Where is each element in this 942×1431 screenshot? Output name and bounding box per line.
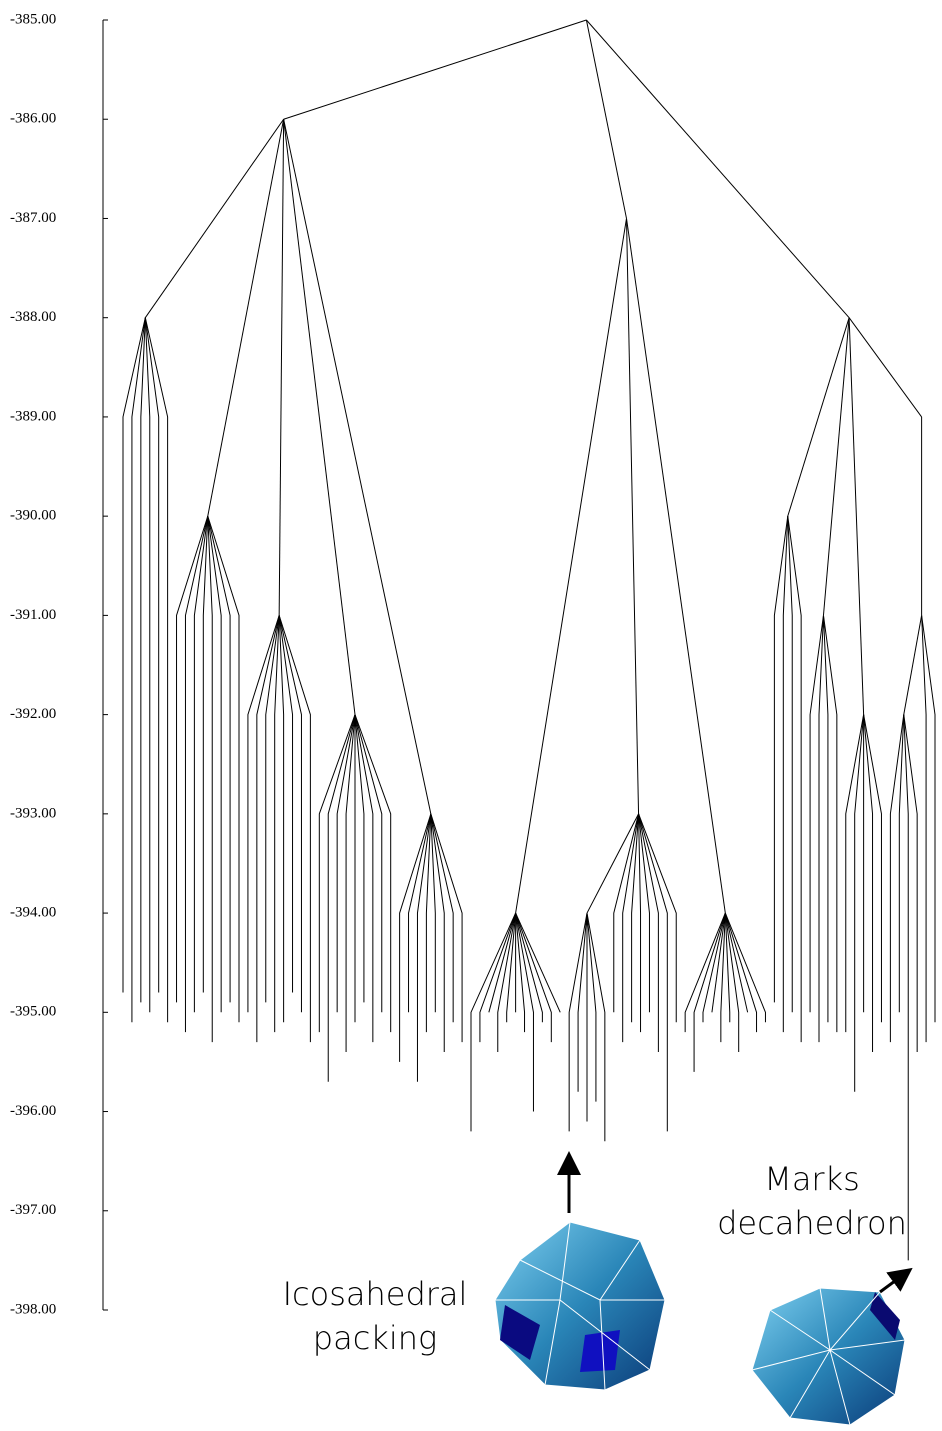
annotation: decahedron (717, 1204, 907, 1242)
branch (284, 20, 587, 119)
cluster-decahedron (752, 1288, 905, 1425)
minimum (819, 615, 823, 1042)
y-tick-label: -393.00 (10, 805, 56, 821)
minimum (346, 715, 355, 1052)
branch (586, 20, 849, 318)
arrow (880, 1275, 903, 1292)
branch (279, 119, 283, 615)
minimum (587, 913, 596, 1102)
annotation: Marks (764, 1160, 860, 1198)
minimum (431, 814, 453, 1022)
y-tick-label: -394.00 (10, 905, 56, 921)
minimum (203, 516, 207, 992)
y-tick-label: -392.00 (10, 706, 56, 722)
y-tick-label: -387.00 (10, 210, 56, 226)
minimum (208, 516, 212, 1042)
annotation: Icosahedral (283, 1275, 468, 1313)
branch (788, 318, 849, 516)
branch (626, 218, 638, 813)
branch (904, 615, 922, 714)
branch (516, 218, 627, 913)
minimum (328, 715, 355, 1082)
branch (823, 318, 849, 616)
minimum (725, 913, 765, 1022)
minimum (632, 814, 639, 1022)
minimum (864, 715, 873, 1052)
minimum (810, 615, 823, 1012)
y-tick-label: -388.00 (10, 309, 56, 325)
y-tick-label: -396.00 (10, 1103, 56, 1119)
minimum (471, 913, 516, 1131)
minimum (703, 913, 725, 1022)
minimum (639, 814, 641, 1032)
cluster-icosahedral (495, 1222, 665, 1390)
minimum (132, 318, 145, 1023)
branch (145, 119, 283, 317)
minimum (855, 715, 864, 1092)
minimum (614, 814, 639, 1012)
y-tick-label: -397.00 (10, 1202, 56, 1218)
y-tick-label: -385.00 (10, 11, 56, 27)
y-tick-label: -395.00 (10, 1004, 56, 1020)
minimum (783, 516, 787, 1032)
minimum (145, 318, 149, 1013)
minimum (788, 516, 792, 1012)
minimum (279, 615, 283, 1022)
y-tick-label: -391.00 (10, 607, 56, 623)
annotation: packing (313, 1319, 437, 1357)
minimum (145, 318, 158, 993)
minimum (922, 615, 935, 1022)
branch (284, 119, 355, 714)
branch (626, 218, 725, 913)
minimum (639, 814, 677, 1022)
minimum (823, 615, 836, 1032)
branch (849, 318, 864, 715)
minimum (639, 814, 668, 1132)
minimum (275, 615, 279, 1032)
minimum (409, 814, 431, 1012)
branch (284, 119, 431, 814)
minimum (922, 615, 926, 1042)
minimum (694, 913, 725, 1072)
minimum (208, 516, 221, 1012)
y-tick-label: -389.00 (10, 408, 56, 424)
branch (586, 20, 626, 218)
minimum (899, 715, 903, 1013)
branch (849, 318, 922, 417)
minimum (788, 516, 801, 1042)
chart: -385.00 -386.00 -387.00 -388.00 -389.00 -390.… (0, 0, 942, 1431)
minimum (774, 516, 787, 1002)
minimum (194, 516, 207, 1012)
minimum (141, 318, 145, 1003)
minimum (904, 715, 908, 1261)
y-tick-label: -398.00 (10, 1301, 56, 1317)
minimum (516, 913, 543, 1022)
minimum (426, 814, 430, 1032)
minimum (823, 615, 827, 1022)
y-tick-label: -386.00 (10, 111, 56, 127)
y-tick-label: -390.00 (10, 508, 56, 524)
branch (208, 119, 284, 516)
minimum (145, 318, 167, 1023)
minimum (266, 615, 279, 1002)
minimum (123, 318, 145, 993)
minimum (279, 615, 292, 992)
